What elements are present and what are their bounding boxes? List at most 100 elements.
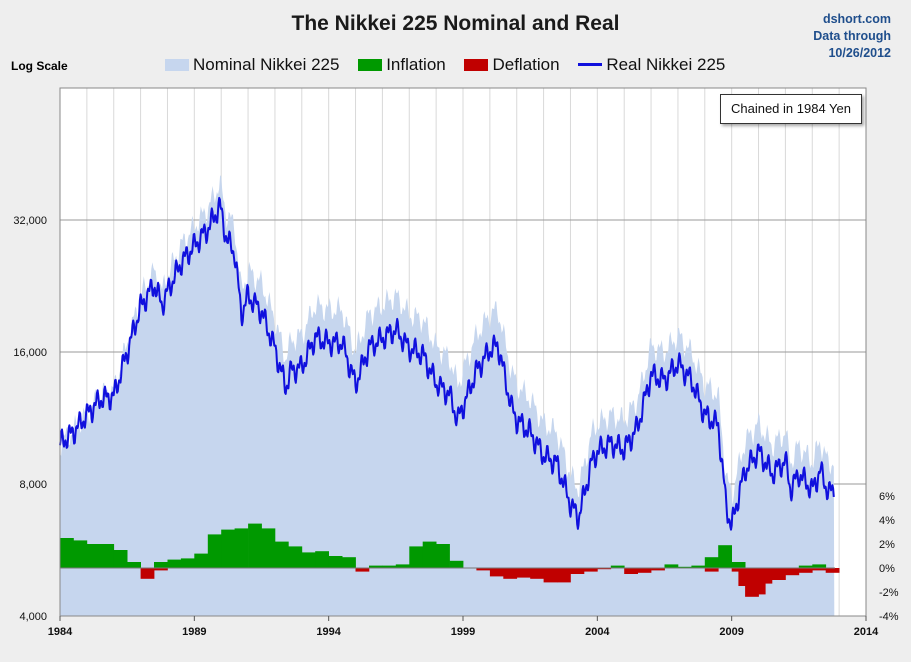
source-data-through: Data through <box>813 29 891 43</box>
deflation-bar-0 <box>140 568 155 579</box>
y-left-ticks: 4,000 8,000 16,000 32,000 <box>13 215 47 623</box>
inflation-bar-23 <box>369 565 383 568</box>
inflation-bar-35 <box>704 557 719 568</box>
x-tick-label-4: 2004 <box>585 626 610 638</box>
deflation-bar-3 <box>476 568 491 571</box>
legend-item-real: Real Nikkei 225 <box>578 55 725 75</box>
deflation-bar-8 <box>543 568 558 583</box>
x-tick-label-2: 1994 <box>316 626 341 638</box>
y-right-tick-label-4: -2% <box>879 587 899 599</box>
deflation-bar-13 <box>624 568 638 574</box>
inflation-bar-3 <box>100 544 115 568</box>
deflation-bar-7 <box>530 568 544 579</box>
y-right-tick-label-3: 0% <box>879 563 895 575</box>
deflation-bar-25 <box>812 568 827 571</box>
deflation-bar-6 <box>516 568 531 578</box>
inflation-bar-16 <box>274 541 289 568</box>
legend-swatch-real <box>578 62 603 66</box>
x-tick-label-0: 1984 <box>48 626 73 638</box>
deflation-bar-14 <box>637 568 652 573</box>
inflation-deflation-bars <box>60 523 840 597</box>
y-left-tick-label-0: 4,000 <box>19 611 47 623</box>
inflation-bar-29 <box>449 560 464 568</box>
deflation-bar-1 <box>154 568 168 571</box>
x-axis-ticks: 1984 1989 1994 1999 2004 2009 2014 <box>48 616 879 638</box>
inflation-bar-9 <box>180 558 195 568</box>
inflation-bar-31 <box>610 565 625 568</box>
chart-title: The Nikkei 225 Nominal and Real <box>291 12 620 35</box>
legend-label-nominal: Nominal Nikkei 225 <box>193 54 340 74</box>
x-tick-label-1: 1989 <box>182 626 206 638</box>
inflation-bar-38 <box>798 565 813 568</box>
deflation-bar-16 <box>704 568 719 572</box>
deflation-bar-15 <box>651 568 665 571</box>
inflation-bar-4 <box>113 550 128 568</box>
inflation-bar-12 <box>221 529 235 568</box>
inflation-bar-2 <box>86 544 101 568</box>
x-tick-label-6: 2014 <box>854 626 879 638</box>
y-right-tick-label-0: 6% <box>879 491 895 503</box>
y-right-tick-label-1: 4% <box>879 515 895 527</box>
inflation-bar-15 <box>261 528 276 568</box>
real-line-path <box>59 196 835 531</box>
legend-swatch-inflation <box>358 58 383 71</box>
inflation-bar-14 <box>248 523 262 568</box>
legend: Nominal Nikkei 225 Inflation Deflation R… <box>165 54 739 75</box>
legend-label-inflation: Inflation <box>386 54 446 74</box>
inflation-bar-37 <box>731 562 746 568</box>
legend-item-nominal: Nominal Nikkei 225 <box>165 55 339 75</box>
inflation-bar-18 <box>301 552 316 568</box>
inflation-bar-27 <box>422 541 437 568</box>
deflation-bar-10 <box>570 568 585 574</box>
legend-label-deflation: Deflation <box>492 54 560 74</box>
inflation-bar-20 <box>328 556 343 568</box>
y-left-tick-label-1: 8,000 <box>19 479 47 491</box>
legend-label-real: Real Nikkei 225 <box>606 54 726 74</box>
inflation-bar-21 <box>342 557 356 568</box>
source-credit: dshort.com Data through 10/26/2012 <box>813 11 891 62</box>
inflation-bar-34 <box>691 565 706 568</box>
legend-item-inflation: Inflation <box>358 55 446 75</box>
inflation-bar-11 <box>207 534 222 568</box>
chained-yen-note: Chained in 1984 Yen <box>720 94 862 124</box>
deflation-bar-9 <box>557 568 571 583</box>
inflation-bar-10 <box>194 553 209 568</box>
inflation-bar-24 <box>382 565 397 568</box>
deflation-bar-5 <box>503 568 518 579</box>
inflation-bar-32 <box>664 564 679 568</box>
source-date: 10/26/2012 <box>828 46 891 60</box>
y-left-tick-label-2: 16,000 <box>13 347 47 359</box>
deflation-bar-4 <box>489 568 504 577</box>
real-line <box>59 196 835 531</box>
y-left-tick-label-3: 32,000 <box>13 215 47 227</box>
y-right-ticks: 6% 4% 2% 0% -2% -4% <box>879 491 899 623</box>
deflation-bar-26 <box>825 568 840 573</box>
deflation-bar-12 <box>597 568 612 570</box>
inflation-bar-1 <box>73 540 88 568</box>
x-tick-label-3: 1999 <box>451 626 475 638</box>
inflation-bar-17 <box>288 546 303 568</box>
deflation-bar-22 <box>772 568 786 580</box>
deflation-bar-2 <box>355 568 370 572</box>
inflation-bar-26 <box>409 546 424 568</box>
legend-swatch-deflation <box>464 58 489 71</box>
inflation-bar-13 <box>234 528 249 568</box>
inflation-bar-7 <box>154 562 168 568</box>
deflation-bar-11 <box>583 568 598 572</box>
inflation-bar-39 <box>812 564 827 568</box>
source-site: dshort.com <box>822 12 891 26</box>
deflation-bar-24 <box>798 568 813 573</box>
inflation-bar-25 <box>395 564 410 568</box>
deflation-bar-23 <box>785 568 800 576</box>
legend-swatch-nominal <box>165 58 189 71</box>
deflation-bar-21 <box>758 568 773 584</box>
inflation-bar-36 <box>718 545 732 568</box>
inflation-bar-19 <box>315 551 329 568</box>
inflation-bar-0 <box>60 538 74 568</box>
y-right-tick-label-2: 2% <box>879 539 895 551</box>
y-right-tick-label-5: -4% <box>879 611 899 623</box>
x-tick-label-5: 2009 <box>719 626 743 638</box>
inflation-bar-28 <box>436 544 450 568</box>
inflation-bar-5 <box>127 562 141 568</box>
